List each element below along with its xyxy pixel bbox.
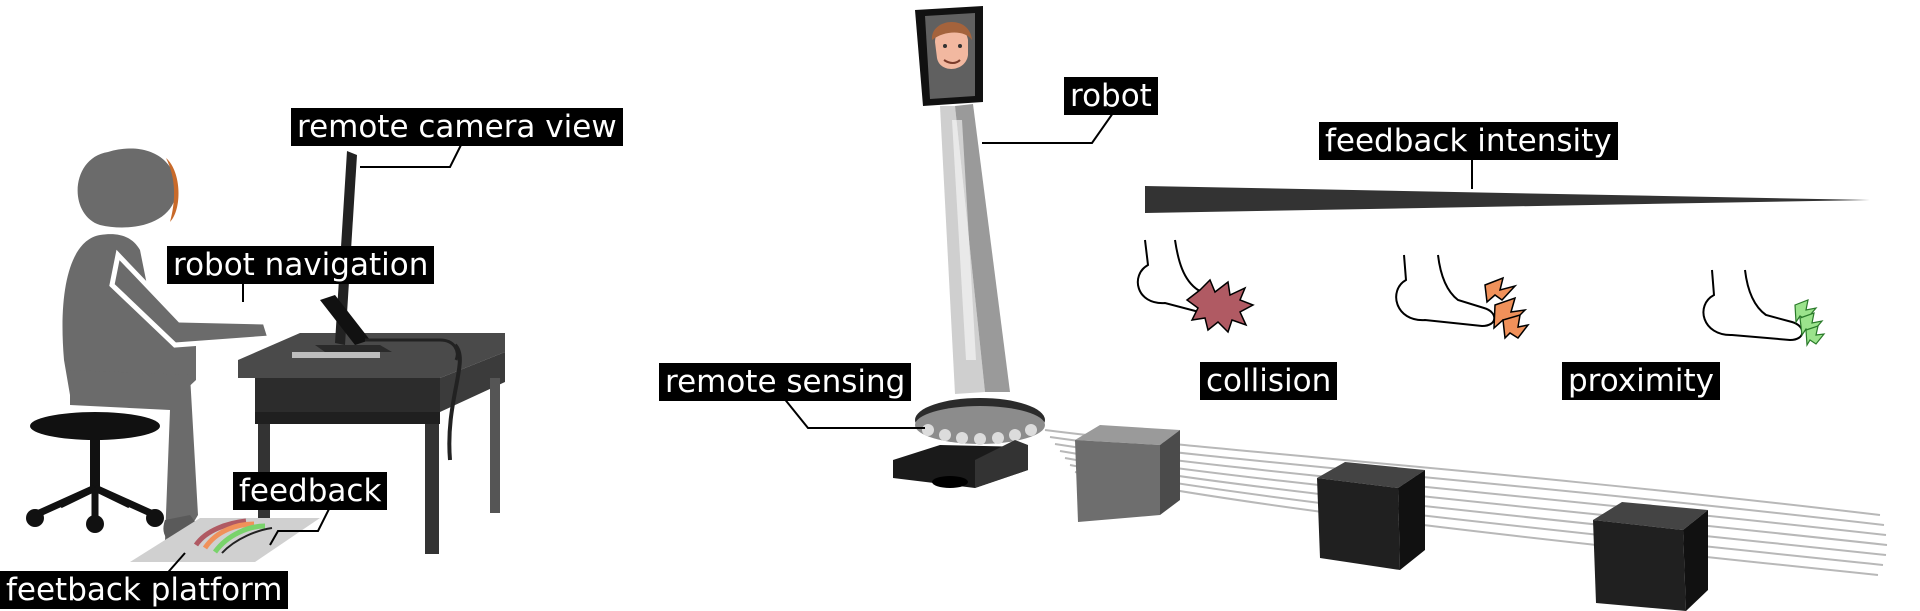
robot-screen	[915, 6, 983, 106]
person	[62, 148, 274, 546]
foot-warning	[1395, 254, 1530, 340]
sensor-ring	[922, 424, 1037, 445]
label-robot-navigation: robot navigation	[167, 246, 435, 284]
desk	[238, 333, 505, 554]
proximity-arrows-icon	[1794, 299, 1826, 347]
box-far	[1075, 425, 1180, 522]
label-remote-camera-view: remote camera view	[291, 108, 623, 146]
label-remote-sensing: remote sensing	[659, 363, 912, 401]
label-proximity: proximity	[1562, 362, 1721, 400]
box-middle	[1317, 462, 1425, 570]
foot-collision	[1136, 239, 1255, 334]
feedback-intensity-wedge	[1145, 160, 1870, 213]
collision-burst-icon	[1185, 278, 1255, 334]
stool	[26, 412, 164, 533]
foot-icon	[1702, 269, 1804, 342]
label-feedback: feedback	[233, 472, 388, 510]
leader-lines-center	[782, 112, 1114, 429]
label-feedback-intensity: feedback intensity	[1319, 122, 1618, 160]
box-near	[1593, 502, 1708, 611]
label-feetback-platform: feetback platform	[0, 571, 289, 609]
label-robot: robot	[1064, 77, 1158, 115]
foot-icon	[1395, 254, 1496, 328]
face-icon	[931, 21, 972, 69]
warning-arrows-icon	[1484, 276, 1530, 340]
feedback-platform	[130, 518, 320, 562]
robot	[893, 6, 1045, 488]
label-collision: collision	[1200, 362, 1338, 400]
foot-proximity	[1702, 269, 1826, 347]
operator-workstation	[26, 142, 505, 579]
